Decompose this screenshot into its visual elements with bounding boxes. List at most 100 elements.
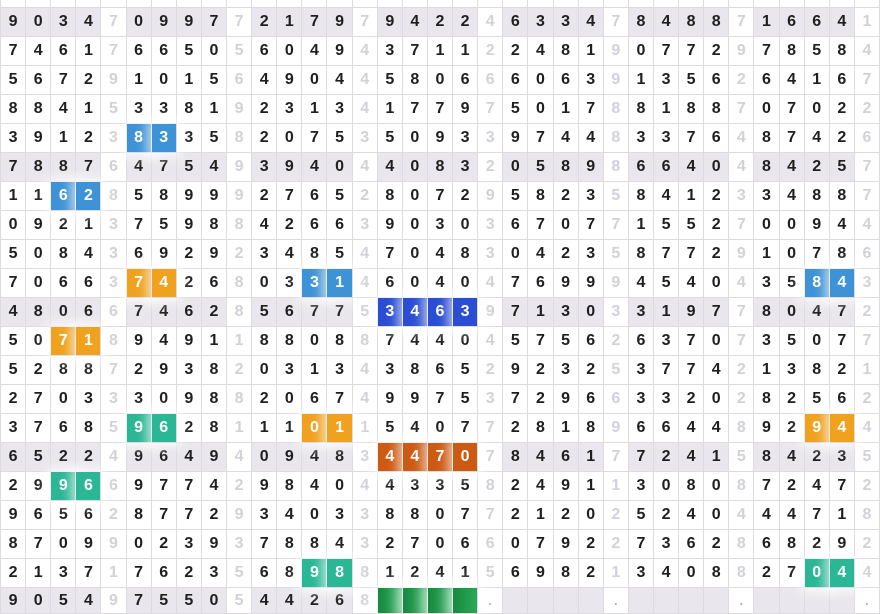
digit-cell: 8 <box>528 182 554 211</box>
digit-cell: 2 <box>829 95 855 124</box>
separator-cell: 6 <box>603 385 629 414</box>
digit-cell: 2 <box>201 298 228 327</box>
digit-cell: 3 <box>653 327 680 356</box>
empty-cell <box>679 588 705 614</box>
digit-cell: 5 <box>151 588 177 614</box>
digit-cell: 2 <box>453 8 479 37</box>
digit-cell: 1 <box>653 95 680 124</box>
digit-cell: 7 <box>1 37 27 66</box>
digit-cell: 3 <box>754 182 780 211</box>
digit-cell: 8 <box>151 182 177 211</box>
digit-cell: 5 <box>453 385 479 414</box>
digit-cell: 9 <box>26 472 52 501</box>
digit-cell: 8 <box>779 530 805 559</box>
digit-cell: 2 <box>704 530 730 559</box>
empty-cell <box>653 588 680 614</box>
cutoff-row-cell <box>679 0 705 8</box>
digit-cell: 1 <box>578 37 604 66</box>
digit-cell: 6 <box>779 8 805 37</box>
digit-cell: 6 <box>704 124 730 153</box>
digit-cell: 2 <box>377 530 403 559</box>
highlighted-digit-cell: 7 <box>427 443 454 472</box>
digit-cell: 9 <box>277 443 303 472</box>
digit-cell: 2 <box>829 124 855 153</box>
digit-cell: 7 <box>126 211 152 240</box>
digit-cell: 1 <box>302 95 328 124</box>
digit-cell: 4 <box>704 414 730 443</box>
digit-cell: 1 <box>76 95 102 124</box>
digit-cell: 7 <box>578 95 604 124</box>
digit-cell: 6 <box>653 414 680 443</box>
digit-cell: 0 <box>402 211 428 240</box>
dot-cell: . <box>854 588 880 614</box>
separator-cell: 5 <box>603 182 629 211</box>
digit-cell: 5 <box>377 124 403 153</box>
digit-cell: 3 <box>427 472 454 501</box>
digit-cell: 0 <box>327 472 353 501</box>
digit-cell: 0 <box>26 588 52 614</box>
separator-cell: 1 <box>227 327 253 356</box>
digit-cell: 1 <box>653 298 680 327</box>
digit-cell: 4 <box>427 327 454 356</box>
digit-cell: 0 <box>51 298 77 327</box>
separator-cell: 1 <box>603 472 629 501</box>
digit-cell: 1 <box>176 66 202 95</box>
digit-cell: 6 <box>126 240 152 269</box>
digit-cell: 3 <box>578 240 604 269</box>
digit-cell: 2 <box>51 211 77 240</box>
digit-cell: 0 <box>427 501 454 530</box>
separator-cell: 3 <box>729 182 755 211</box>
digit-cell: 4 <box>277 588 303 614</box>
cutoff-row-cell <box>176 0 202 8</box>
separator-cell: 5 <box>854 443 880 472</box>
digit-cell: 4 <box>804 298 830 327</box>
digit-cell: 4 <box>176 443 202 472</box>
selection-cell <box>377 588 403 614</box>
digit-cell: 8 <box>252 327 278 356</box>
digit-cell: 1 <box>628 211 654 240</box>
cutoff-row-cell <box>528 0 554 8</box>
digit-cell: 1 <box>201 95 228 124</box>
digit-cell: 4 <box>679 153 705 182</box>
separator-cell: 9 <box>729 37 755 66</box>
highlighted-digit-cell: 6 <box>427 298 454 327</box>
cutoff-row-cell <box>503 0 529 8</box>
digit-cell: 4 <box>679 501 705 530</box>
digit-cell: 5 <box>51 588 77 614</box>
digit-cell: 6 <box>503 66 529 95</box>
separator-cell: 5 <box>227 588 253 614</box>
digit-cell: 7 <box>679 124 705 153</box>
digit-cell: 1 <box>201 327 228 356</box>
digit-cell: 2 <box>578 356 604 385</box>
digit-cell: 0 <box>628 37 654 66</box>
digit-cell: 7 <box>151 501 177 530</box>
digit-cell: 9 <box>277 66 303 95</box>
empty-cell <box>779 588 805 614</box>
digit-cell: 7 <box>51 66 77 95</box>
separator-cell: 2 <box>478 153 504 182</box>
digit-cell: 4 <box>327 530 353 559</box>
cutoff-row-cell <box>653 0 680 8</box>
digit-cell: 0 <box>754 211 780 240</box>
digit-cell: 6 <box>151 443 177 472</box>
separator-cell: 7 <box>854 66 880 95</box>
separator-cell: 2 <box>729 385 755 414</box>
digit-cell: 3 <box>176 530 202 559</box>
digit-cell: 6 <box>628 327 654 356</box>
separator-cell: 7 <box>603 8 629 37</box>
digit-cell: 2 <box>679 385 705 414</box>
digit-cell: 8 <box>829 240 855 269</box>
separator-cell: 4 <box>352 95 378 124</box>
separator-cell: 1 <box>854 356 880 385</box>
digit-cell: 0 <box>427 530 454 559</box>
digit-cell: 3 <box>252 153 278 182</box>
digit-cell: 5 <box>327 124 353 153</box>
separator-cell: 8 <box>729 472 755 501</box>
digit-cell: 8 <box>176 95 202 124</box>
separator-cell: 3 <box>854 269 880 298</box>
separator-cell: 8 <box>478 472 504 501</box>
digit-cell: 1 <box>377 95 403 124</box>
digit-cell: 8 <box>754 385 780 414</box>
separator-cell: 3 <box>352 530 378 559</box>
